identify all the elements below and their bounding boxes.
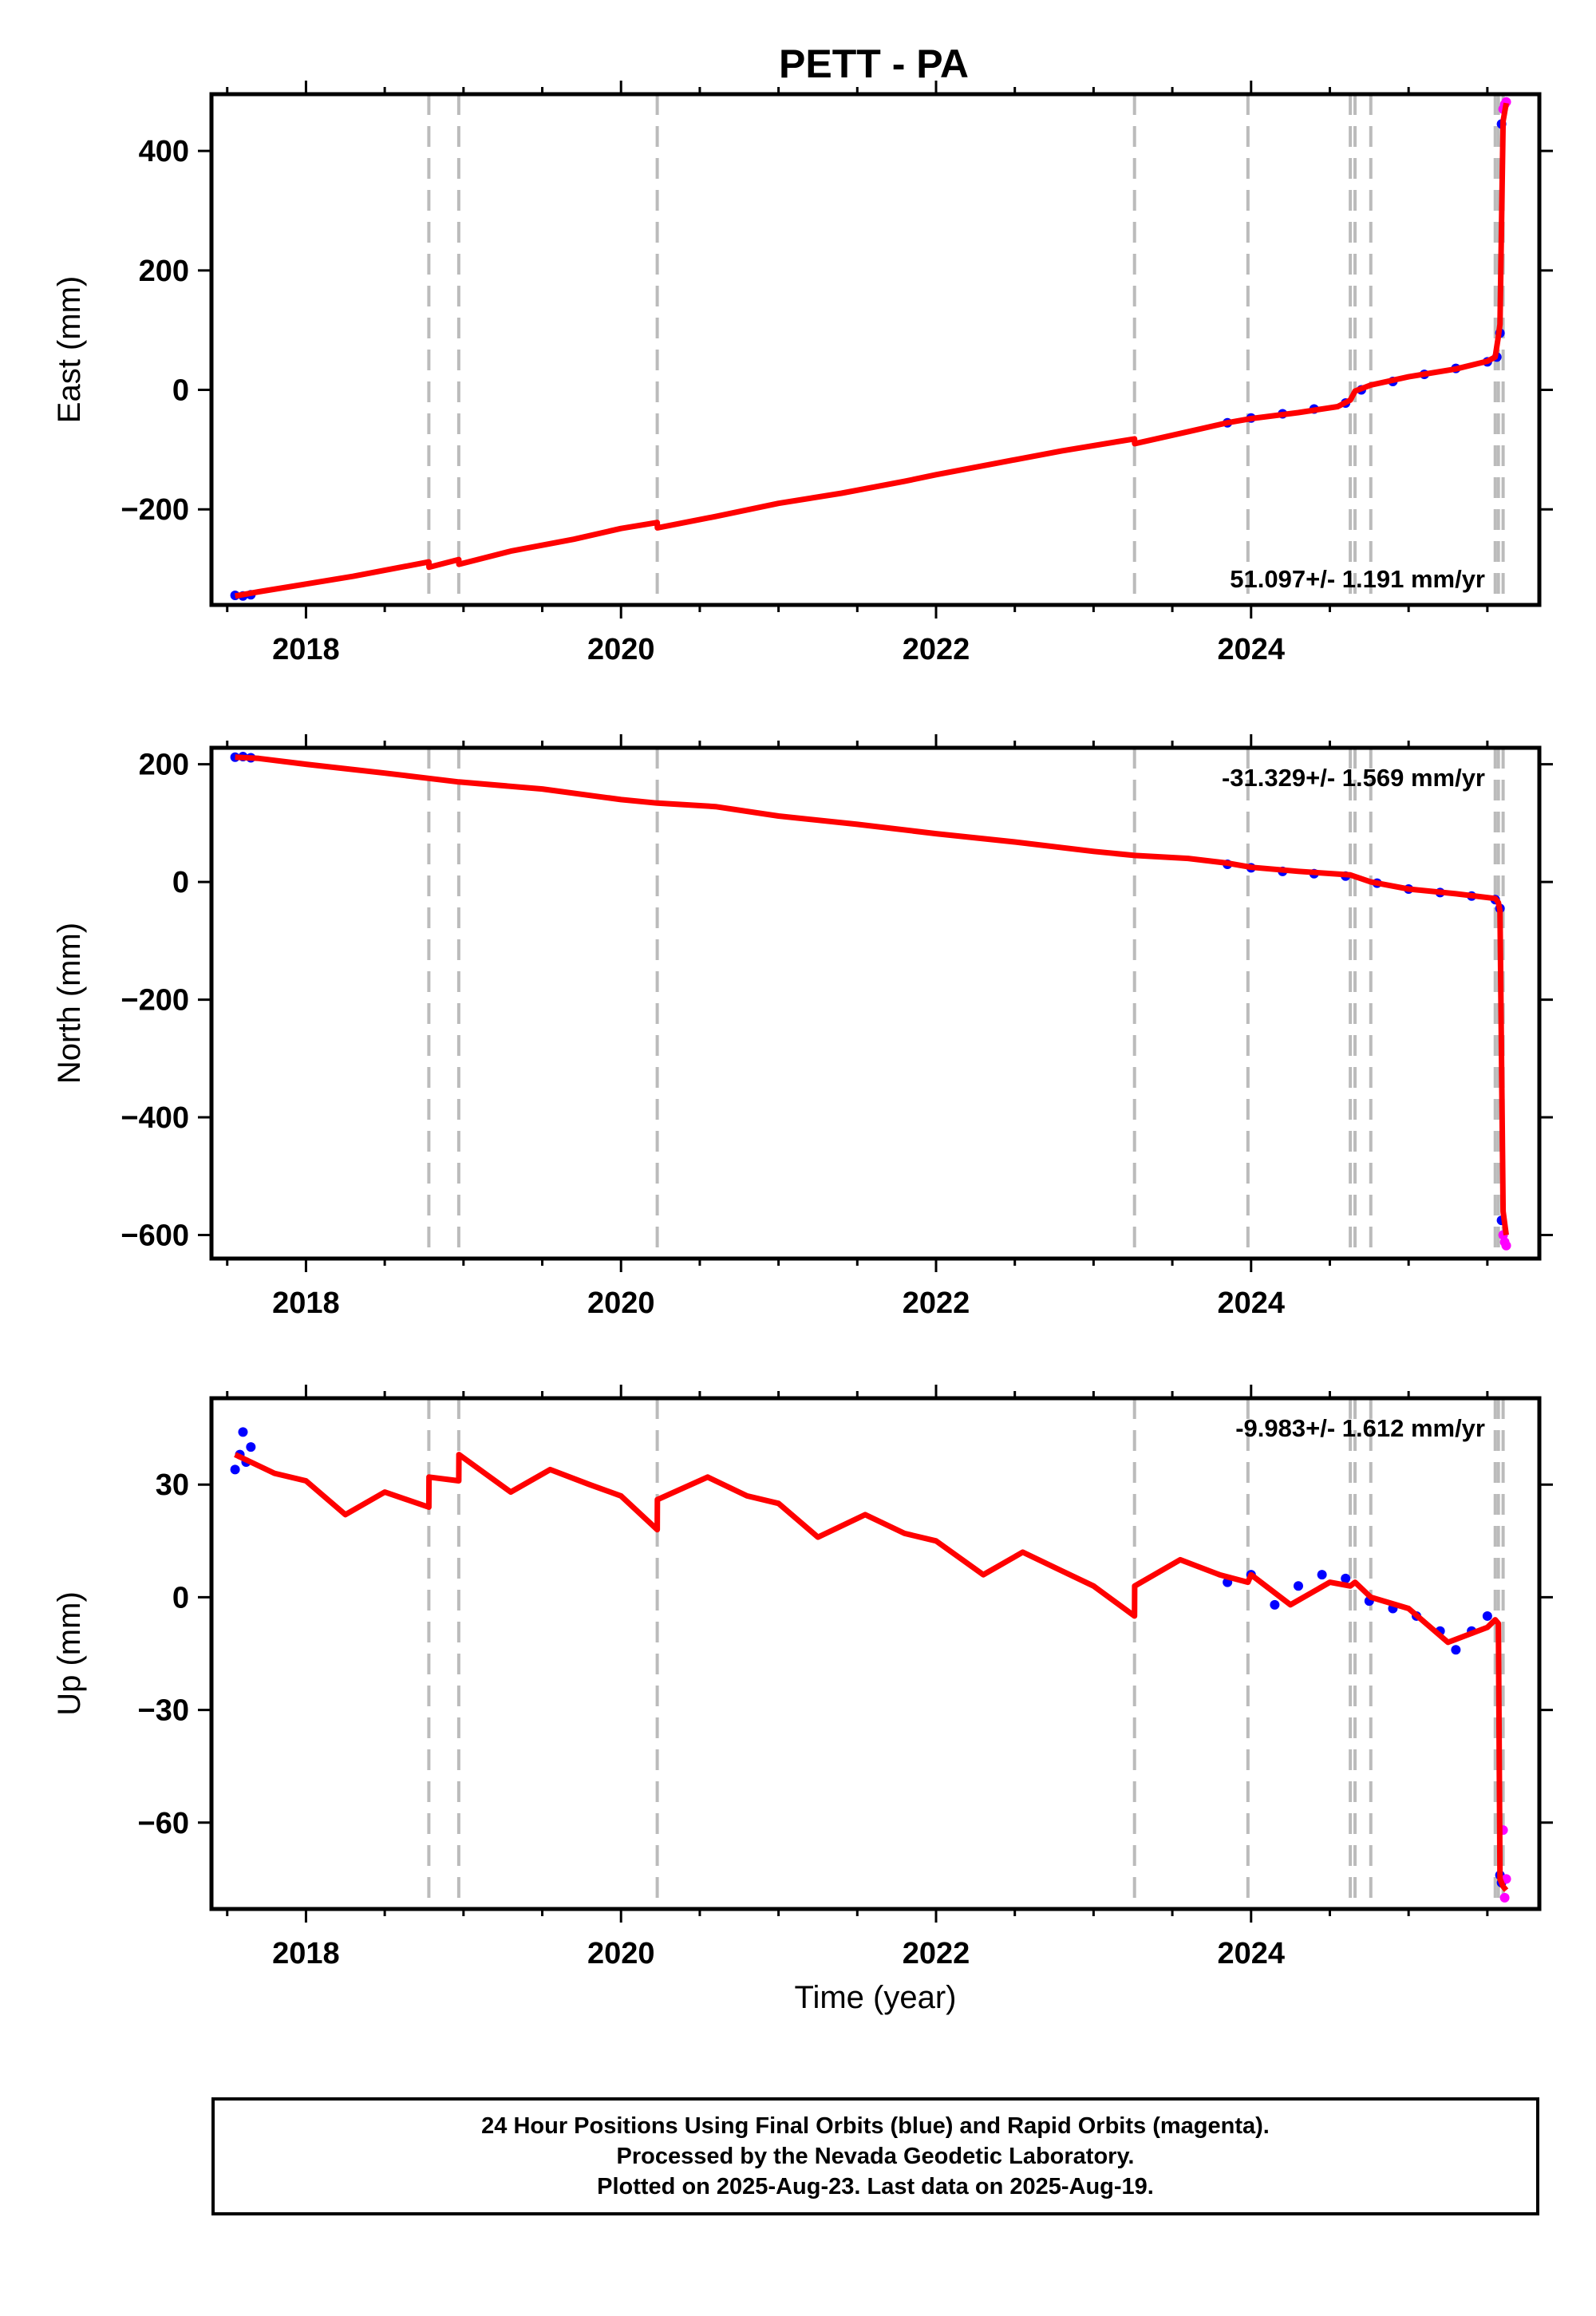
north-x-tick-label-3: 2024 xyxy=(1218,1286,1286,1320)
up-y-tick-label-1: −30 xyxy=(138,1694,189,1728)
east-x-tick-label-0: 2018 xyxy=(272,633,340,666)
east-frame xyxy=(209,92,1542,607)
info-line-processor: Processed by the Nevada Geodetic Laborat… xyxy=(616,2144,1135,2169)
time-axis-label: Time (year) xyxy=(795,1980,957,2015)
east-y-tick-label-0: −200 xyxy=(120,493,189,527)
up-final-orbit-point-8 xyxy=(1293,1581,1303,1591)
up-final-orbit-point-0 xyxy=(230,1464,240,1475)
processing-info-box: 24 Hour Positions Using Final Orbits (bl… xyxy=(211,2097,1539,2215)
north-x-tick-label-2: 2022 xyxy=(903,1286,970,1320)
east-rate-label: 51.097+/- 1.191 mm/yr xyxy=(1230,565,1485,593)
east-y-axis-label: East (mm) xyxy=(52,276,87,423)
north-y-tick-label-1: −400 xyxy=(120,1101,189,1135)
up-y-axis-label: Up (mm) xyxy=(52,1591,87,1716)
east-x-tick-label-3: 2024 xyxy=(1218,633,1286,666)
east-x-tick-label-1: 2020 xyxy=(587,633,655,666)
up-plot-area xyxy=(230,1398,1511,1909)
up-y-tick-label-2: 0 xyxy=(172,1581,189,1614)
up-x-tick-label-1: 2020 xyxy=(587,1937,655,1970)
up-final-orbit-point-7 xyxy=(1270,1599,1280,1610)
north-y-tick-label-4: 200 xyxy=(139,749,189,782)
north-model-line xyxy=(235,754,1509,1235)
up-final-orbit-point-9 xyxy=(1317,1570,1327,1580)
up-x-tick-label-3: 2024 xyxy=(1218,1937,1286,1970)
up-frame xyxy=(209,1396,1542,1911)
east-plot-area xyxy=(230,94,1511,605)
up-final-orbit-point-17 xyxy=(1482,1611,1492,1621)
north-x-tick-label-1: 2020 xyxy=(587,1286,655,1320)
north-y-tick-label-2: −200 xyxy=(120,984,189,1018)
up-y-tick-label-0: −60 xyxy=(138,1807,189,1840)
east-x-tick-label-2: 2022 xyxy=(903,633,970,666)
up-final-orbit-point-10 xyxy=(1341,1573,1351,1583)
east-model-line xyxy=(234,102,1509,599)
up-x-tick-label-2: 2022 xyxy=(903,1937,970,1970)
north-y-tick-label-0: −600 xyxy=(120,1219,189,1253)
north-rapid-orbit-point-2 xyxy=(1501,1240,1511,1251)
north-plot-area xyxy=(230,748,1511,1259)
up-model-line xyxy=(234,1452,1509,1892)
north-y-axis-label: North (mm) xyxy=(52,923,87,1084)
north-y-tick-label-3: 0 xyxy=(172,866,189,899)
up-rapid-orbit-point-1 xyxy=(1499,1892,1510,1903)
east-panel: 2018 2020 2022 2024 −200 0 200 400 East (mm) 51.0… xyxy=(52,81,1553,666)
north-panel: 2018 2020 2022 2024 −600 −400 −200 0 200 North (m… xyxy=(52,734,1553,1320)
north-rate-label: -31.329+/- 1.569 mm/yr xyxy=(1222,764,1485,792)
north-x-tick-label-0: 2018 xyxy=(272,1286,340,1320)
up-panel: 2018 2020 2022 2024 −60 −30 0 30 Up (mm) -9.983+/… xyxy=(52,1385,1553,1970)
north-frame xyxy=(209,745,1542,1261)
up-rate-label: -9.983+/- 1.612 mm/yr xyxy=(1235,1414,1485,1442)
chart-title: PETT - PA xyxy=(779,41,969,86)
info-line-dates: Plotted on 2025-Aug-23. Last data on 202… xyxy=(597,2174,1154,2199)
east-y-tick-label-1: 0 xyxy=(172,374,189,408)
up-y-tick-label-3: 30 xyxy=(156,1468,189,1502)
up-final-orbit-point-4 xyxy=(246,1442,256,1452)
up-final-orbit-point-2 xyxy=(238,1427,248,1437)
east-y-tick-label-3: 400 xyxy=(139,135,189,168)
info-line-orbits: 24 Hour Positions Using Final Orbits (bl… xyxy=(481,2113,1270,2139)
up-x-tick-label-0: 2018 xyxy=(272,1937,340,1970)
east-y-tick-label-2: 200 xyxy=(139,255,189,288)
up-final-orbit-point-15 xyxy=(1451,1645,1461,1655)
